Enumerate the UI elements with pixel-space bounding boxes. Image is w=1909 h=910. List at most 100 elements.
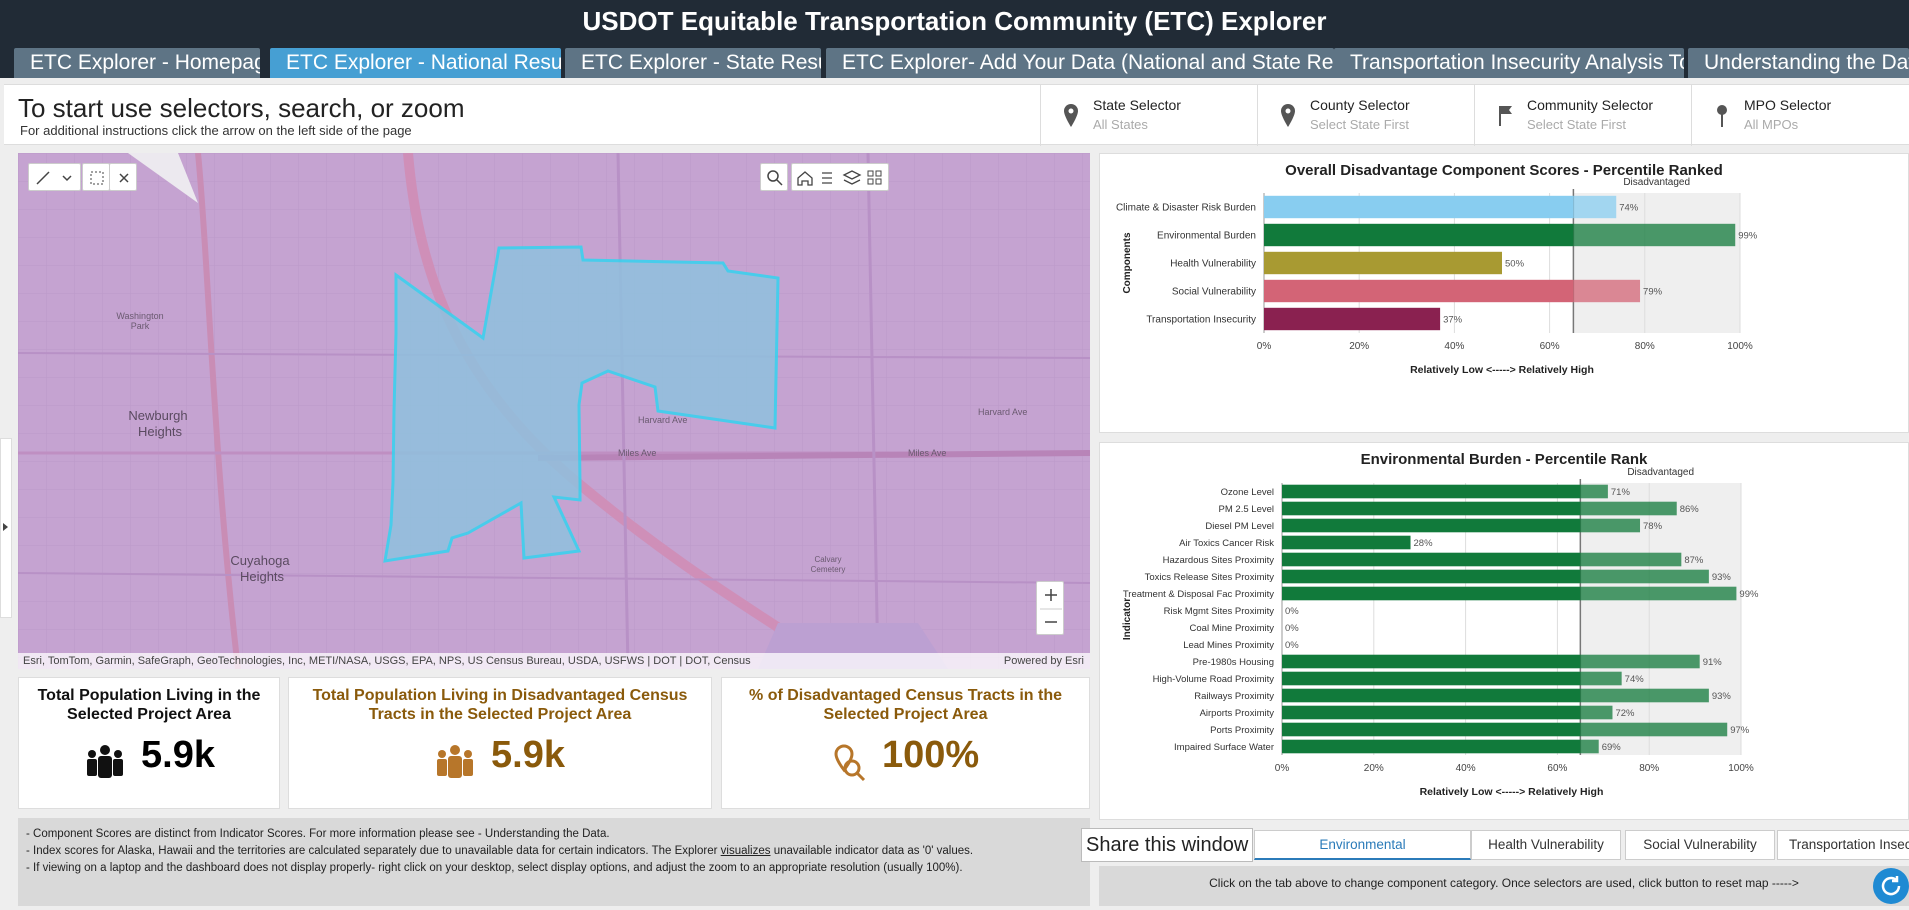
x-tick-label: 0% xyxy=(1275,763,1290,774)
tab-understanding-the-data[interactable]: Understanding the Data xyxy=(1688,48,1909,78)
zoom-controls[interactable] xyxy=(1036,581,1064,635)
kpi-percent-disadvantaged-tracts: % of Disadvantaged Census Tracts in the … xyxy=(721,677,1090,809)
chart-title: Environmental Burden - Percentile Rank xyxy=(1360,451,1648,468)
x-tick-label: 80% xyxy=(1635,341,1655,352)
bar-disadvantaged-segment xyxy=(1580,671,1622,686)
tab-homepage[interactable]: ETC Explorer - Homepage xyxy=(14,48,260,78)
instructions-subtitle: For additional instructions click the ar… xyxy=(20,123,412,138)
app-title: USDOT Equitable Transportation Community… xyxy=(0,0,1909,42)
category-label: Pre-1980s Housing xyxy=(1193,657,1274,668)
category-label: Lead Mines Proximity xyxy=(1183,640,1274,651)
map-label: Calvary xyxy=(814,555,841,564)
x-tick-label: 80% xyxy=(1639,763,1659,774)
data-label: 91% xyxy=(1703,657,1723,668)
note-line: - If viewing on a laptop and the dashboa… xyxy=(26,862,963,874)
bar xyxy=(1264,279,1574,303)
side-panel-toggle[interactable] xyxy=(0,438,12,618)
county-selector[interactable]: County Selector Select State First xyxy=(1257,85,1474,146)
select-tool-button[interactable] xyxy=(82,163,110,191)
flag-icon xyxy=(1499,106,1512,126)
close-icon xyxy=(119,173,129,183)
component-scores-panel: Overall Disadvantage Component Scores - … xyxy=(1099,153,1909,433)
tab-environmental[interactable]: Environmental xyxy=(1254,830,1471,860)
reset-instructions: Click on the tab above to change compone… xyxy=(1099,866,1909,906)
tab-national-results[interactable]: ETC Explorer - National Results xyxy=(270,48,561,78)
x-axis-title: Relatively Low <-----> Relatively High xyxy=(1410,364,1594,376)
category-label: Environmental Burden xyxy=(1157,231,1256,242)
map-label: Cemetery xyxy=(811,565,846,574)
instructions-title: To start use selectors, search, or zoom xyxy=(18,93,465,123)
bar xyxy=(1282,484,1581,499)
x-tick-label: 40% xyxy=(1444,341,1464,352)
tab-social-vulnerability[interactable]: Social Vulnerability xyxy=(1625,830,1775,860)
map-label: Miles Ave xyxy=(618,448,656,458)
category-label: Toxics Release Sites Proximity xyxy=(1145,572,1275,583)
category-label: PM 2.5 Level xyxy=(1219,504,1274,515)
tab-state-results[interactable]: ETC Explorer - State Results xyxy=(565,48,821,78)
county-selector-value: Select State First xyxy=(1310,117,1409,132)
clear-selection-button[interactable] xyxy=(109,163,137,191)
select-area-icon xyxy=(90,171,104,185)
location-search-icon xyxy=(834,744,866,782)
bar-disadvantaged-segment xyxy=(1580,552,1682,567)
chevron-right-icon xyxy=(3,523,8,531)
category-label: Diesel PM Level xyxy=(1205,521,1274,532)
category-label: Climate & Disaster Risk Burden xyxy=(1116,203,1256,214)
bar-disadvantaged-segment xyxy=(1580,654,1700,669)
category-label: High-Volume Road Proximity xyxy=(1153,674,1275,685)
tab-transportation-insecurity[interactable]: Transportation Insecurity xyxy=(1777,830,1909,860)
tab-add-your-data[interactable]: ETC Explorer- Add Your Data (National an… xyxy=(826,48,1334,78)
bar xyxy=(1264,251,1502,275)
map-pin-icon xyxy=(1064,104,1078,127)
data-label: 99% xyxy=(1738,231,1758,242)
chart-title: Overall Disadvantage Component Scores - … xyxy=(1285,162,1723,179)
map-widget-toolbar xyxy=(791,163,889,191)
category-label: Ozone Level xyxy=(1221,487,1274,498)
bar xyxy=(1264,307,1441,331)
bar xyxy=(1282,586,1581,601)
data-label: 0% xyxy=(1285,606,1299,617)
threshold-label: Disadvantaged xyxy=(1623,177,1690,188)
zoom-in-out-icon xyxy=(1040,589,1062,623)
y-axis-title: Components xyxy=(1122,232,1133,294)
community-selector[interactable]: Community Selector Select State First xyxy=(1474,85,1691,146)
x-tick-label: 100% xyxy=(1728,763,1754,774)
kpi-value: 100% xyxy=(882,734,980,776)
data-label: 79% xyxy=(1643,287,1663,298)
state-selector[interactable]: State Selector All States xyxy=(1040,85,1257,146)
kpi-title: Total Population Living in the Selected … xyxy=(37,687,261,723)
tab-health-vulnerability[interactable]: Health Vulnerability xyxy=(1471,830,1621,860)
environmental-burden-chart[interactable]: Disadvantaged 0% 20% 40% 60% 80% 100% Ozone Lev… xyxy=(1100,443,1908,819)
visualizes-link[interactable]: visualizes xyxy=(720,845,771,857)
reset-map-button[interactable] xyxy=(1873,868,1909,904)
tab-transportation-insecurity-tool[interactable]: Transportation Insecurity Analysis Tool xyxy=(1334,48,1684,78)
y-axis-title: Indicator xyxy=(1122,598,1133,640)
powered-by-esri[interactable]: Powered by Esri xyxy=(1003,655,1084,667)
mpo-selector[interactable]: MPO Selector All MPOs xyxy=(1691,85,1908,146)
data-label: 0% xyxy=(1285,640,1299,651)
kpi-value: 5.9k xyxy=(491,734,565,776)
component-scores-chart[interactable]: Disadvantaged 0% 20% 40% 60% 80% 100% Climate &… xyxy=(1100,154,1908,432)
bar-disadvantaged-segment xyxy=(1580,569,1709,584)
map-view[interactable]: Newburgh Heights Cuyahoga Heights Washin… xyxy=(18,153,1090,669)
map-label: Washington xyxy=(116,311,163,321)
map-label: Park xyxy=(131,321,150,331)
state-selector-value: All States xyxy=(1093,117,1148,132)
map-search-button[interactable] xyxy=(760,163,788,191)
map-attribution: Esri, TomTom, Garmin, SafeGraph, GeoTech… xyxy=(18,653,1090,669)
category-label: Railways Proximity xyxy=(1194,691,1274,702)
kpi-title: Total Population Living in Disadvantaged… xyxy=(312,687,688,723)
data-label: 87% xyxy=(1684,555,1704,566)
community-selector-value: Select State First xyxy=(1527,117,1626,132)
bar xyxy=(1282,552,1581,567)
share-window-tooltip: Share this window xyxy=(1081,828,1254,862)
bar-disadvantaged-segment xyxy=(1580,722,1728,737)
pushpin-icon xyxy=(1717,105,1727,127)
data-label: 93% xyxy=(1712,572,1732,583)
sketch-tool[interactable] xyxy=(28,163,81,191)
map-label: Harvard Ave xyxy=(978,407,1027,417)
kpi-disadvantaged-population: Total Population Living in Disadvantaged… xyxy=(288,677,712,809)
data-label: 93% xyxy=(1712,691,1732,702)
refresh-icon xyxy=(1881,876,1901,896)
